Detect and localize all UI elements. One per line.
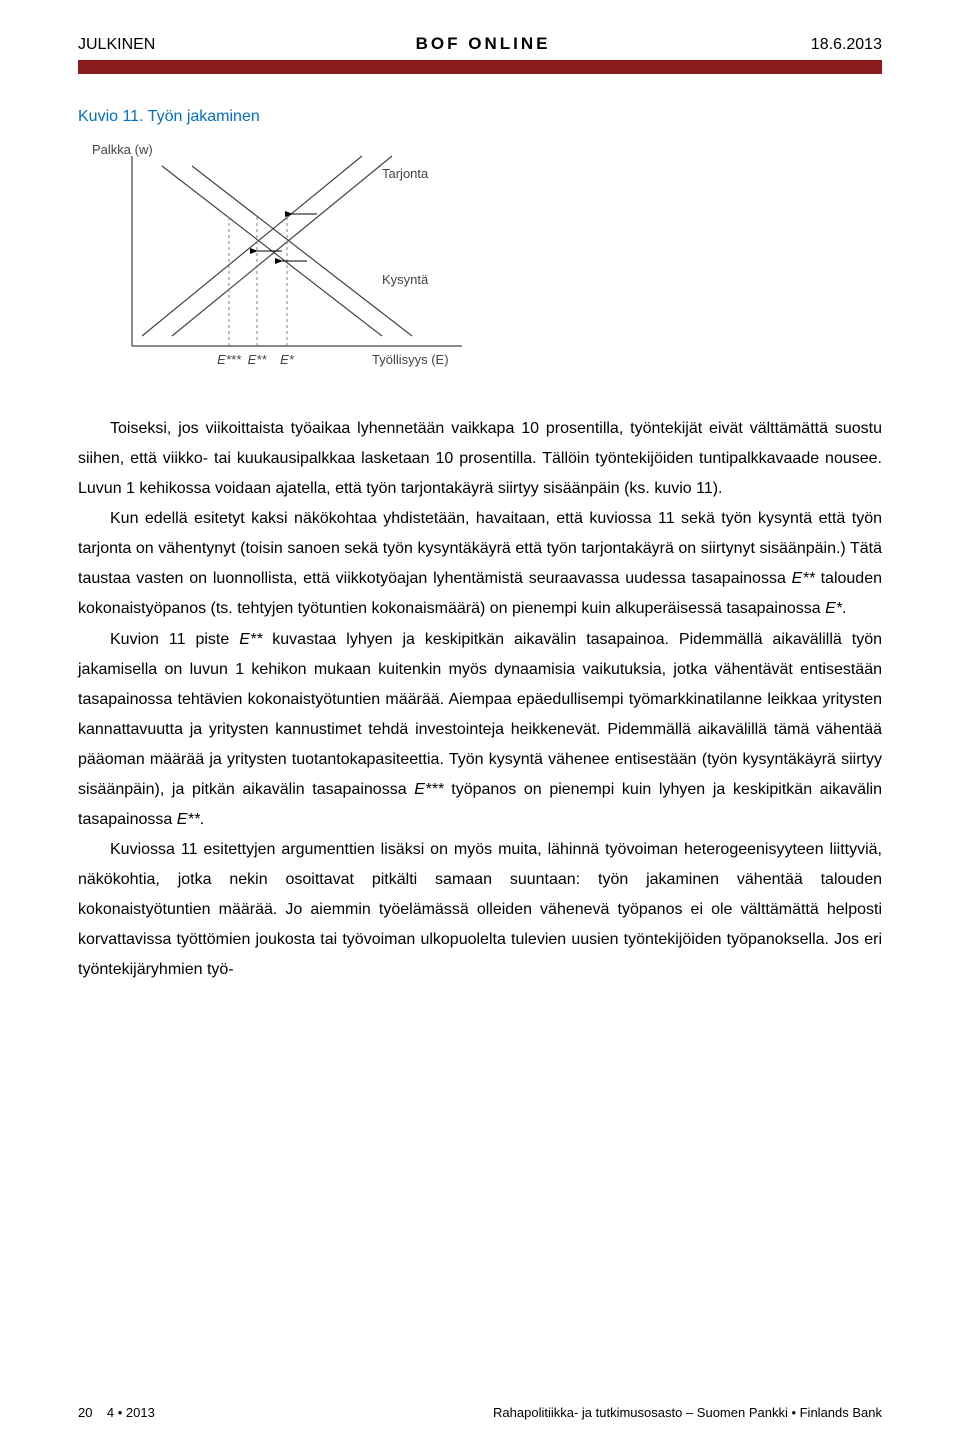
svg-text:Työllisyys (E): Työllisyys (E): [372, 352, 449, 367]
footer: 20 4 • 2013 Rahapolitiikka- ja tutkimuso…: [78, 1405, 882, 1420]
paragraph-1: Toiseksi, jos viikoittaista työaikaa lyh…: [78, 414, 882, 504]
header-center: BOF ONLINE: [416, 34, 551, 54]
page-number: 20: [78, 1405, 92, 1420]
text: .: [200, 811, 204, 828]
header-left: JULKINEN: [78, 36, 155, 54]
text: Kun edellä esitetyt kaksi näkökohtaa yhd…: [78, 510, 882, 587]
header-right: 18.6.2013: [811, 36, 882, 54]
chart-svg: Palkka (w) Tarjonta Kysyntä E*** E** E* Työlli…: [82, 136, 492, 386]
svg-text:Tarjonta: Tarjonta: [382, 166, 429, 181]
header-divider: [78, 60, 882, 74]
paragraph-2: Kun edellä esitetyt kaksi näkökohtaa yhd…: [78, 504, 882, 624]
header-row: JULKINEN BOF ONLINE 18.6.2013: [78, 34, 882, 54]
body-text: Toiseksi, jos viikoittaista työaikaa lyh…: [78, 414, 882, 985]
text: Kuviossa 11 esitettyjen argumenttien lis…: [78, 841, 882, 978]
paragraph-3: Kuvion 11 piste E** kuvastaa lyhyen ja k…: [78, 625, 882, 836]
text-italic: E*: [825, 600, 842, 617]
svg-text:E***: E***: [217, 352, 242, 367]
supply-demand-chart: Palkka (w) Tarjonta Kysyntä E*** E** E* Työlli…: [82, 136, 492, 386]
text-italic: E**: [792, 570, 815, 587]
svg-text:E**: E**: [248, 352, 268, 367]
footer-right: Rahapolitiikka- ja tutkimusosasto – Suom…: [493, 1405, 882, 1420]
text: .: [842, 600, 846, 617]
text: Kuvion 11 piste: [110, 631, 239, 648]
footer-left: 20 4 • 2013: [78, 1405, 155, 1420]
paragraph-4: Kuviossa 11 esitettyjen argumenttien lis…: [78, 835, 882, 985]
svg-text:Kysyntä: Kysyntä: [382, 272, 429, 287]
figure-title: Kuvio 11. Työn jakaminen: [78, 108, 882, 126]
text-italic: E***: [414, 781, 443, 798]
issue-number: 4 • 2013: [107, 1405, 155, 1420]
text: kuvastaa lyhyen ja keskipitkän aikavälin…: [78, 631, 882, 798]
text: Toiseksi, jos viikoittaista työaikaa lyh…: [78, 420, 882, 497]
text-italic: E**: [177, 811, 200, 828]
text-italic: E**: [239, 631, 262, 648]
svg-text:E*: E*: [280, 352, 295, 367]
svg-text:Palkka (w): Palkka (w): [92, 142, 153, 157]
